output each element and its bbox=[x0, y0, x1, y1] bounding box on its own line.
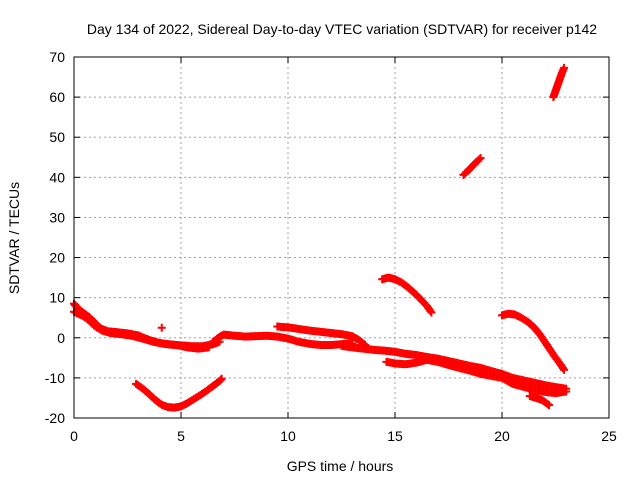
y-tick-label: 30 bbox=[49, 209, 65, 225]
series-track-rising-top bbox=[549, 63, 569, 102]
x-axis-tick-labels: 0 5 10 15 20 25 bbox=[70, 428, 617, 444]
series-track-afternoon-lower bbox=[382, 355, 571, 398]
data-series bbox=[70, 63, 571, 412]
series-track-rising-high bbox=[459, 154, 485, 179]
series-track-evening-hump bbox=[498, 309, 569, 374]
data-point bbox=[476, 154, 485, 163]
y-tick-label: 10 bbox=[49, 290, 65, 306]
y-tick-label: 50 bbox=[49, 129, 65, 145]
series-track-midday-arc bbox=[209, 330, 357, 349]
y-tick-label: -10 bbox=[45, 370, 65, 386]
chart-title: Day 134 of 2022, Sidereal Day-to-day VTE… bbox=[87, 21, 597, 37]
data-point bbox=[560, 365, 569, 374]
y-tick-label: 70 bbox=[49, 49, 65, 65]
y-tick-label: 20 bbox=[49, 250, 65, 266]
x-tick-label: 5 bbox=[177, 428, 185, 444]
x-tick-label: 20 bbox=[494, 428, 510, 444]
y-axis-label: SDTVAR / TECUs bbox=[6, 182, 22, 294]
series-track-late-dip bbox=[525, 391, 554, 410]
data-point bbox=[427, 308, 436, 317]
y-tick-label: 0 bbox=[57, 330, 65, 346]
axis-ticks bbox=[73, 56, 610, 419]
data-point bbox=[475, 155, 484, 164]
series-track-isolated-point bbox=[157, 323, 166, 332]
x-tick-label: 0 bbox=[70, 428, 78, 444]
x-tick-label: 10 bbox=[280, 428, 296, 444]
y-tick-label: 40 bbox=[49, 169, 65, 185]
y-tick-label: 60 bbox=[49, 89, 65, 105]
data-point bbox=[426, 306, 435, 315]
series-track-early-drop-lower bbox=[70, 307, 213, 353]
data-point bbox=[216, 375, 225, 384]
data-point bbox=[545, 401, 554, 410]
data-point bbox=[562, 387, 571, 396]
y-tick-label: -20 bbox=[45, 410, 65, 426]
plot-frame bbox=[73, 56, 610, 419]
data-point bbox=[217, 374, 226, 383]
data-point bbox=[157, 323, 166, 332]
series-track-morning-dip bbox=[132, 374, 226, 412]
x-tick-label: 25 bbox=[601, 428, 617, 444]
data-point bbox=[204, 343, 213, 352]
y-axis-tick-labels: -20 -10 0 10 20 30 40 50 60 70 bbox=[45, 49, 65, 426]
data-point bbox=[560, 63, 569, 72]
x-axis-label: GPS time / hours bbox=[287, 458, 394, 474]
series-track-midday-upper bbox=[273, 322, 370, 349]
series-track-afternoon-hump bbox=[378, 273, 436, 317]
x-tick-label: 15 bbox=[387, 428, 403, 444]
data-point bbox=[558, 364, 567, 373]
